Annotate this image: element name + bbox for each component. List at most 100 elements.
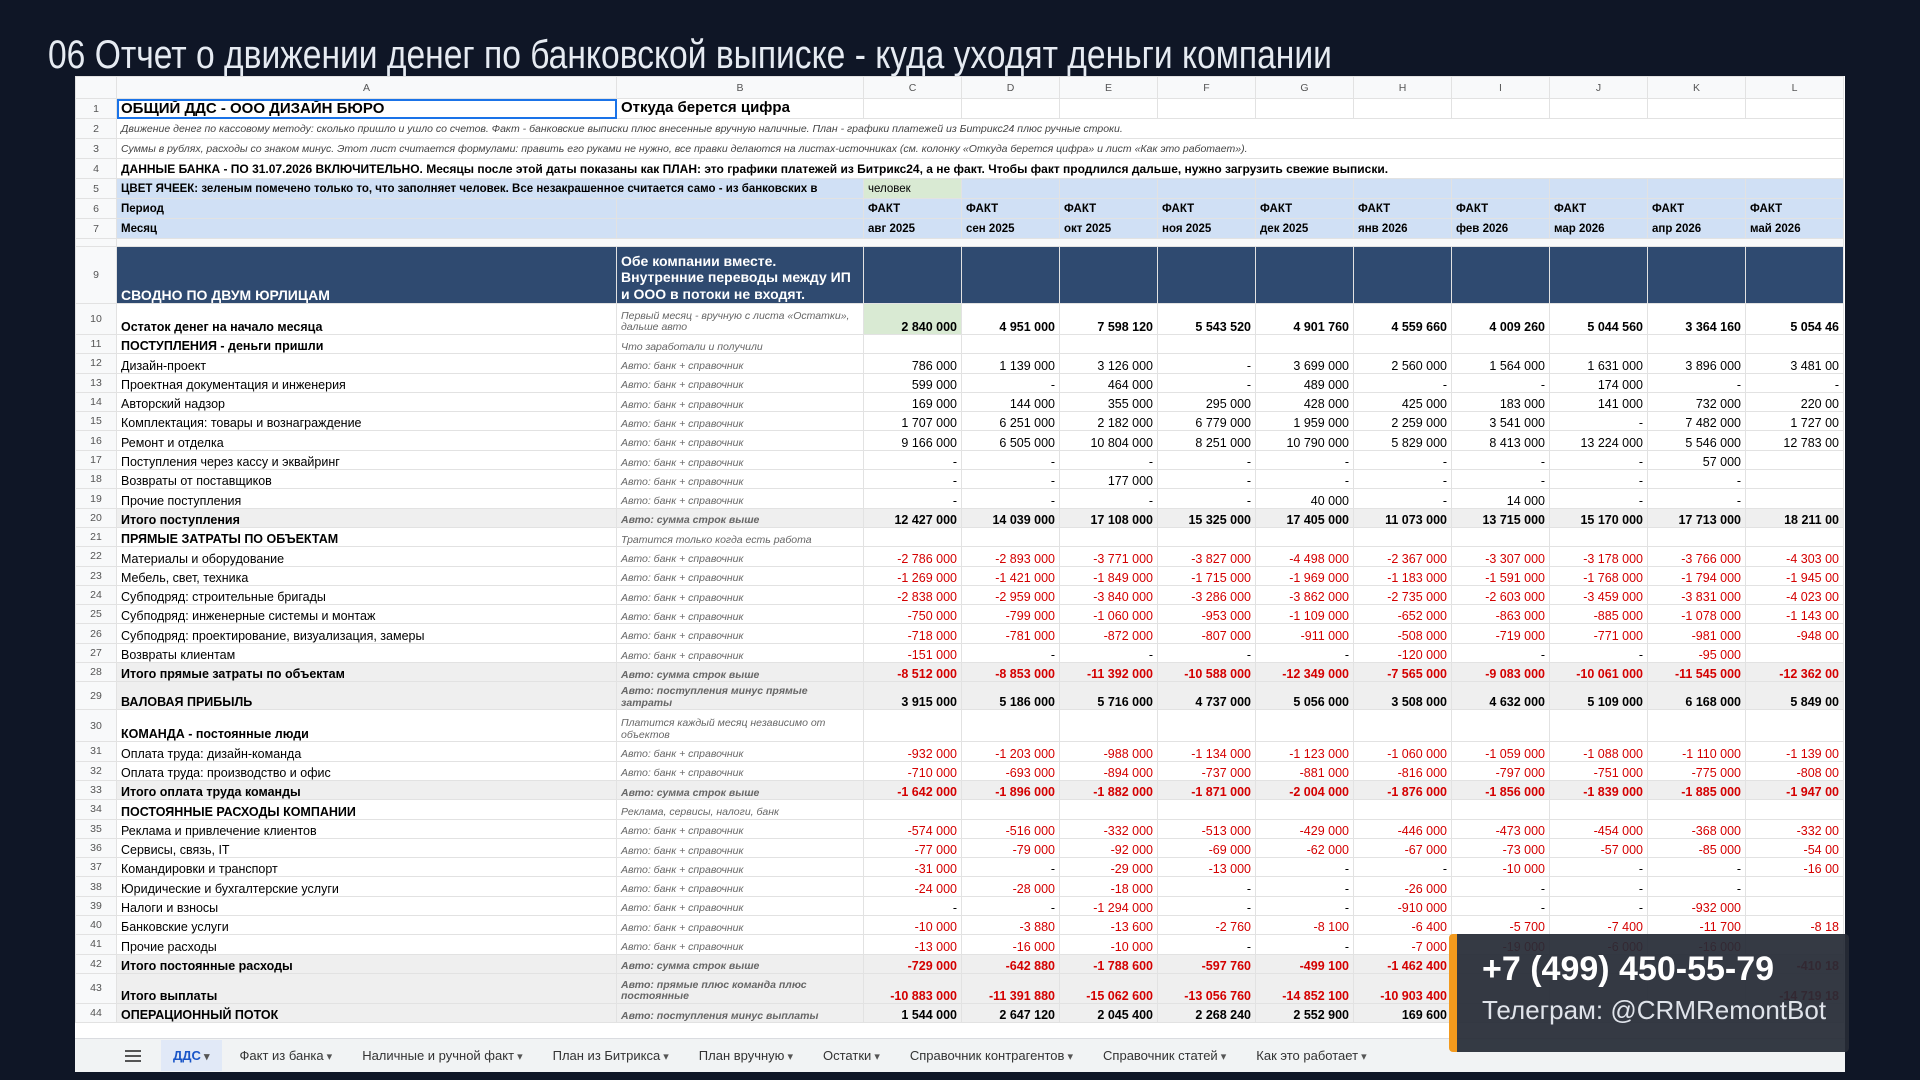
source-cell[interactable]: Реклама, сервисы, налоги, банк (616, 799, 864, 820)
value-cell[interactable]: - (961, 372, 1060, 393)
value-cell[interactable]: - (961, 488, 1060, 509)
value-cell[interactable]: 3 699 000 (1255, 353, 1354, 374)
value-cell[interactable]: 17 108 000 (1059, 507, 1158, 528)
value-cell[interactable]: 4 559 660 (1353, 303, 1452, 335)
value-cell[interactable]: человек (863, 178, 962, 199)
value-cell[interactable]: мар 2026 (1549, 218, 1648, 239)
value-cell[interactable]: -26 000 (1353, 876, 1452, 897)
value-cell[interactable]: -981 000 (1647, 623, 1746, 644)
value-cell[interactable] (1549, 98, 1648, 119)
value-cell[interactable] (1255, 526, 1354, 548)
value-cell[interactable]: -652 000 (1353, 604, 1452, 625)
value-cell[interactable] (1059, 799, 1158, 820)
value-cell[interactable]: 1 544 000 (863, 1002, 962, 1024)
label-cell[interactable]: Авторский надзор (116, 391, 617, 413)
value-cell[interactable]: - (1745, 372, 1844, 393)
source-cell[interactable]: Авто: банк + справочник (616, 876, 864, 897)
source-cell[interactable]: Авто: банк + справочник (616, 604, 864, 625)
source-cell[interactable]: Авто: банк + справочник (616, 818, 864, 839)
label-cell[interactable]: Итого прямые затраты по объектам (116, 662, 617, 683)
value-cell[interactable]: - (1451, 895, 1550, 917)
value-cell[interactable]: - (1157, 934, 1256, 955)
value-cell[interactable]: - (1549, 876, 1648, 897)
label-cell[interactable]: Прочие расходы (116, 934, 617, 955)
value-cell[interactable]: - (1157, 642, 1256, 664)
value-cell[interactable]: -1 715 000 (1157, 565, 1256, 586)
label-cell[interactable]: ПРЯМЫЕ ЗАТРАТЫ ПО ОБЪЕКТАМ (116, 526, 617, 548)
value-cell[interactable] (863, 799, 962, 820)
value-cell[interactable]: -1 882 000 (1059, 779, 1158, 801)
value-cell[interactable]: 2 560 000 (1353, 353, 1452, 374)
value-cell[interactable] (1255, 333, 1354, 355)
value-cell[interactable]: -54 00 (1745, 837, 1844, 859)
value-cell[interactable]: 5 716 000 (1059, 681, 1158, 711)
value-cell[interactable]: 425 000 (1353, 391, 1452, 413)
value-cell[interactable]: ФАКТ (1647, 198, 1746, 219)
label-cell[interactable]: Проектная документация и инженерия (116, 372, 617, 393)
source-cell[interactable]: Что заработали и получили (616, 333, 864, 355)
label-cell[interactable]: Прочие поступления (116, 488, 617, 509)
value-cell[interactable]: 2 552 900 (1255, 1002, 1354, 1024)
value-cell[interactable] (961, 526, 1060, 548)
value-cell[interactable]: 4 951 000 (961, 303, 1060, 335)
value-cell[interactable]: -2 838 000 (863, 584, 962, 606)
value-cell[interactable]: 464 000 (1059, 372, 1158, 393)
value-cell[interactable]: -1 421 000 (961, 565, 1060, 586)
value-cell[interactable]: -516 000 (961, 818, 1060, 839)
value-cell[interactable] (1353, 799, 1452, 820)
value-cell[interactable] (1647, 526, 1746, 548)
value-cell[interactable]: -1 642 000 (863, 779, 962, 801)
value-cell[interactable]: -57 000 (1549, 837, 1648, 859)
source-cell[interactable]: Обе компании вместе. Внутренние переводы… (616, 246, 864, 304)
value-cell[interactable]: -120 000 (1353, 642, 1452, 664)
value-cell[interactable]: -807 000 (1157, 623, 1256, 644)
value-cell[interactable]: - (1157, 895, 1256, 917)
label-cell[interactable]: Период (116, 198, 617, 219)
value-cell[interactable]: 489 000 (1255, 372, 1354, 393)
value-cell[interactable]: ФАКТ (961, 198, 1060, 219)
value-cell[interactable]: -816 000 (1353, 760, 1452, 781)
value-cell[interactable]: -881 000 (1255, 760, 1354, 781)
value-cell[interactable]: - (863, 449, 962, 471)
value-cell[interactable]: - (1059, 449, 1158, 471)
value-cell[interactable]: - (1647, 876, 1746, 897)
sheet-tab[interactable]: Наличные и ручной факт (350, 1040, 534, 1071)
value-cell[interactable] (1647, 178, 1746, 199)
value-cell[interactable]: -332 00 (1745, 818, 1844, 839)
source-cell[interactable]: Авто: банк + справочник (616, 760, 864, 781)
column-letter[interactable]: G (1255, 76, 1354, 99)
value-cell[interactable]: -28 000 (961, 876, 1060, 897)
all-sheets-button[interactable] (125, 1049, 145, 1063)
value-cell[interactable]: - (961, 857, 1060, 878)
column-letter[interactable]: H (1353, 76, 1452, 99)
label-cell[interactable]: Итого выплаты (116, 972, 617, 1004)
column-letter[interactable]: I (1451, 76, 1550, 99)
value-cell[interactable]: -2 786 000 (863, 546, 962, 567)
label-cell[interactable]: Оплата труда: дизайн-команда (116, 741, 617, 762)
value-cell[interactable]: -953 000 (1157, 604, 1256, 625)
label-cell[interactable]: Возвраты от поставщиков (116, 469, 617, 490)
label-cell[interactable]: Налоги и взносы (116, 895, 617, 917)
label-cell[interactable]: Поступления через кассу и эквайринг (116, 449, 617, 471)
value-cell[interactable]: 8 413 000 (1451, 430, 1550, 451)
value-cell[interactable]: -781 000 (961, 623, 1060, 644)
value-cell[interactable]: 169 600 (1353, 1002, 1452, 1024)
value-cell[interactable]: 17 405 000 (1255, 507, 1354, 528)
value-cell[interactable]: - (1647, 488, 1746, 509)
label-cell[interactable]: Банковские услуги (116, 915, 617, 936)
value-cell[interactable]: - (1451, 876, 1550, 897)
value-cell[interactable] (1647, 333, 1746, 355)
value-cell[interactable]: май 2026 (1745, 218, 1844, 239)
value-cell[interactable]: -2 959 000 (961, 584, 1060, 606)
value-cell[interactable]: -446 000 (1353, 818, 1452, 839)
value-cell[interactable]: -1 143 00 (1745, 604, 1844, 625)
label-cell[interactable]: ПОСТУПЛЕНИЯ - деньги пришли (116, 333, 617, 355)
label-cell[interactable]: Командировки и транспорт (116, 857, 617, 878)
value-cell[interactable]: -4 023 00 (1745, 584, 1844, 606)
source-cell[interactable]: Авто: банк + справочник (616, 546, 864, 567)
value-cell[interactable]: - (1059, 642, 1158, 664)
value-cell[interactable]: - (1451, 469, 1550, 490)
value-cell[interactable] (1353, 333, 1452, 355)
value-cell[interactable] (1451, 333, 1550, 355)
value-cell[interactable]: -4 303 00 (1745, 546, 1844, 567)
